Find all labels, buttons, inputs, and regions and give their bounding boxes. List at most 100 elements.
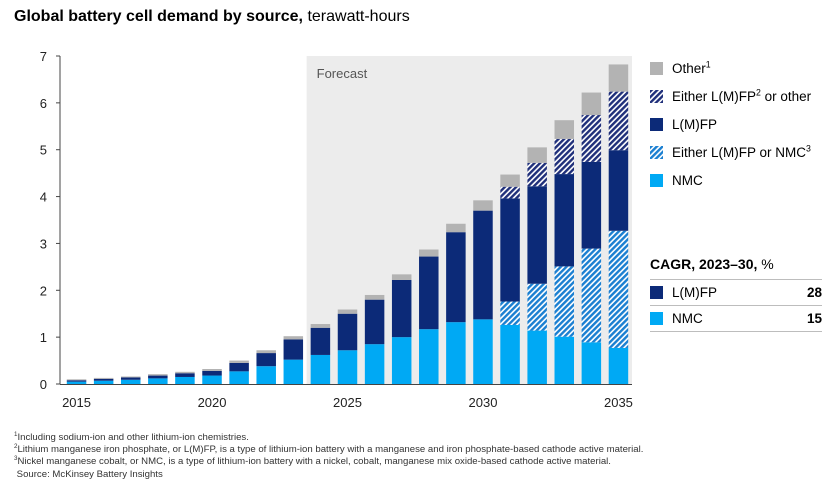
bar-segment-other bbox=[608, 64, 629, 92]
legend-label-either-lmfp-other: Either L(M)FP2 or other bbox=[672, 87, 812, 104]
bar-segment-nmc bbox=[554, 336, 575, 384]
bar-segment-nmc bbox=[283, 359, 304, 384]
cagr-row-lmfp: L(M)FP 28 bbox=[650, 279, 822, 305]
bar-segment-nmc bbox=[337, 350, 358, 384]
bar-segment-either-lmfp-nmc bbox=[500, 301, 520, 325]
bar-segment-lmfp bbox=[446, 232, 466, 323]
bar-segment-nmc bbox=[256, 366, 276, 384]
bar-segment-either-lmfp-nmc bbox=[608, 230, 629, 348]
bar-segment-nmc bbox=[419, 329, 439, 384]
bar-stack-2017 bbox=[120, 376, 141, 384]
y-tick-label: 2 bbox=[40, 283, 47, 298]
bar-stack-2016 bbox=[93, 377, 114, 384]
bar-segment-lmfp bbox=[391, 279, 412, 338]
bar-segment-lmfp bbox=[473, 210, 493, 320]
bar-segment-nmc bbox=[175, 376, 195, 384]
bar-stack-2023 bbox=[283, 336, 304, 384]
bar-segment-lmfp bbox=[66, 380, 87, 382]
y-tick-label: 6 bbox=[40, 96, 47, 111]
x-tick-label: 2015 bbox=[62, 395, 91, 410]
bar-stack-2034 bbox=[581, 92, 602, 384]
bar-segment-lmfp bbox=[229, 362, 249, 372]
bar-segment-nmc bbox=[93, 380, 114, 384]
bar-segment-other bbox=[364, 294, 385, 300]
bar-stack-2024 bbox=[310, 324, 331, 384]
bar-stack-2019 bbox=[175, 371, 195, 384]
bar-stack-2031 bbox=[500, 174, 520, 384]
x-tick-label: 2025 bbox=[333, 395, 362, 410]
legend-item-either-lmfp-other: Either L(M)FP2 or other bbox=[650, 82, 830, 110]
forecast-label: Forecast bbox=[317, 66, 368, 81]
bar-segment-other bbox=[581, 92, 602, 116]
bar-segment-either-lmfp-other bbox=[500, 186, 520, 199]
footnote-3: 3Nickel manganese cobalt, or NMC, is a t… bbox=[14, 455, 611, 468]
bar-segment-nmc bbox=[120, 379, 141, 384]
bar-segment-nmc bbox=[148, 378, 168, 384]
bar-stack-2033 bbox=[554, 120, 575, 384]
bar-segment-other bbox=[283, 336, 304, 340]
cagr-label-lmfp: L(M)FP bbox=[672, 285, 717, 300]
bar-stack-2029 bbox=[446, 223, 466, 384]
legend-swatch-either-lmfp-nmc bbox=[650, 145, 663, 159]
bar-segment-other bbox=[175, 371, 195, 374]
bar-segment-other bbox=[554, 120, 575, 139]
legend-item-other: Other1 bbox=[650, 54, 830, 82]
legend-label-nmc: NMC bbox=[672, 172, 703, 188]
bar-segment-either-lmfp-other bbox=[527, 162, 547, 187]
bar-segment-nmc bbox=[202, 375, 222, 384]
bar-segment-lmfp bbox=[120, 377, 141, 380]
bar-stack-2021 bbox=[229, 360, 249, 384]
footnote-1: 1Including sodium-ion and other lithium-… bbox=[14, 430, 249, 443]
legend-label-either-lmfp-nmc: Either L(M)FP or NMC3 bbox=[672, 143, 811, 160]
bar-segment-nmc bbox=[500, 324, 520, 384]
y-tick-label: 7 bbox=[40, 49, 47, 64]
legend-swatch-either-lmfp-other bbox=[650, 89, 663, 103]
bar-segment-other bbox=[256, 350, 276, 354]
bar-segment-other bbox=[419, 249, 439, 257]
bar-segment-lmfp bbox=[527, 186, 547, 284]
cagr-swatch-nmc bbox=[650, 312, 663, 325]
forecast-region bbox=[306, 56, 632, 384]
legend-swatch-nmc bbox=[650, 173, 663, 187]
bar-segment-nmc bbox=[66, 381, 87, 384]
x-tick-label: 2035 bbox=[604, 395, 633, 410]
cagr-value-lmfp: 28 bbox=[806, 285, 822, 300]
bar-segment-nmc bbox=[581, 342, 602, 384]
bar-stack-2018 bbox=[148, 374, 168, 384]
x-tick-label: 2020 bbox=[198, 395, 227, 410]
bar-segment-nmc bbox=[608, 347, 629, 384]
legend-item-lmfp: L(M)FP bbox=[650, 110, 830, 138]
bar-segment-either-lmfp-other bbox=[581, 115, 602, 162]
bar-segment-other bbox=[500, 174, 520, 187]
bar-stack-2022 bbox=[256, 350, 276, 384]
cagr-swatch-lmfp bbox=[650, 286, 663, 299]
bar-stack-2026 bbox=[364, 294, 385, 384]
bar-segment-lmfp bbox=[554, 174, 575, 267]
legend-item-either-lmfp-nmc: Either L(M)FP or NMC3 bbox=[650, 138, 830, 166]
bar-segment-lmfp bbox=[148, 375, 168, 379]
chart-title-unit: terawatt-hours bbox=[307, 8, 410, 25]
source-note: Source: McKinsey Battery Insights bbox=[16, 468, 163, 480]
bar-segment-nmc bbox=[364, 344, 385, 384]
bar-segment-other bbox=[202, 369, 222, 371]
legend: Other1 Either L(M)FP2 or other L(M)FP Ei… bbox=[650, 54, 830, 194]
bar-stack-2015 bbox=[66, 379, 87, 384]
bar-segment-either-lmfp-nmc bbox=[554, 266, 575, 337]
cagr-table: CAGR, 2023–30, % L(M)FP 28 NMC 15 bbox=[650, 256, 822, 332]
footnote-2: 2Lithium manganese iron phosphate, or L(… bbox=[14, 443, 644, 456]
x-tick-label: 2030 bbox=[469, 395, 498, 410]
bar-segment-nmc bbox=[473, 319, 493, 384]
bar-segment-lmfp bbox=[310, 327, 331, 355]
bar-segment-lmfp bbox=[364, 299, 385, 345]
bar-segment-other bbox=[148, 374, 168, 376]
bar-segment-other bbox=[229, 360, 249, 363]
bar-segment-other bbox=[473, 200, 493, 211]
bar-segment-lmfp bbox=[283, 339, 304, 360]
bar-stack-2020 bbox=[202, 369, 222, 384]
bar-stack-2030 bbox=[473, 200, 493, 384]
cagr-label-nmc: NMC bbox=[672, 311, 703, 326]
bar-segment-lmfp bbox=[337, 313, 358, 351]
bar-segment-nmc bbox=[446, 322, 466, 384]
bar-segment-nmc bbox=[229, 371, 249, 384]
